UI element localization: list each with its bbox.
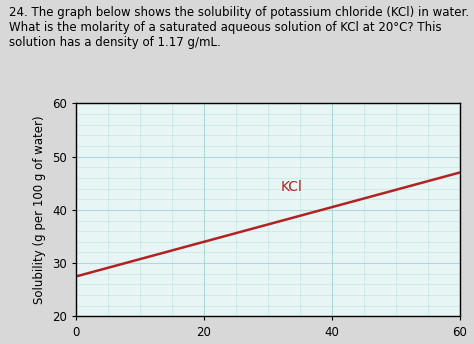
- Text: 24. The graph below shows the solubility of potassium chloride (KCl) in water.
W: 24. The graph below shows the solubility…: [9, 6, 470, 49]
- Y-axis label: Solubility (g per 100 g of water): Solubility (g per 100 g of water): [33, 116, 46, 304]
- Text: KCl: KCl: [281, 180, 302, 194]
